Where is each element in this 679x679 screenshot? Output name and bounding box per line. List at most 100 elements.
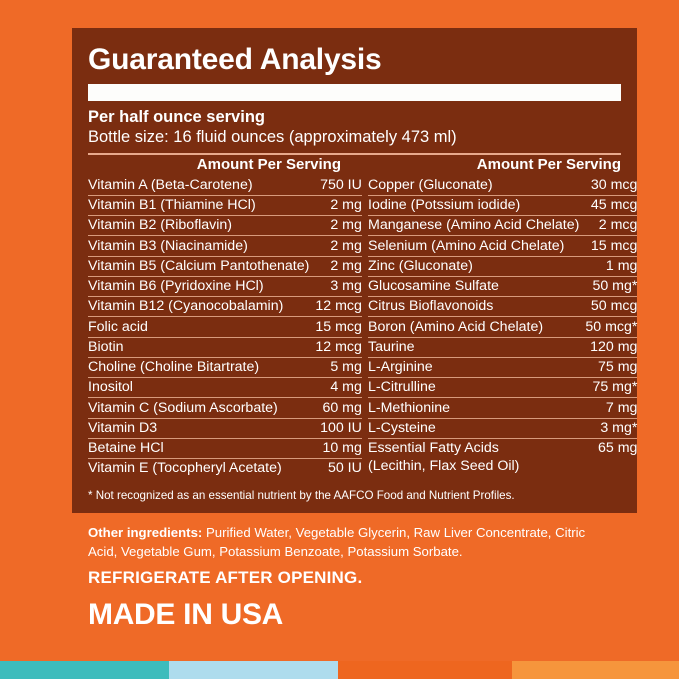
nutrient-table-left: Vitamin A (Beta-Carotene) 750 IU Vitamin B… — [88, 175, 362, 479]
nutrient-name: Betaine HCl — [88, 438, 310, 460]
table-top-rule — [88, 153, 621, 156]
nutrient-name: Biotin — [88, 337, 310, 358]
nutrient-row: Selenium (Amino Acid Chelate) 15 mcg — [368, 235, 638, 257]
nutrient-columns: Amount Per Serving Vitamin A (Beta-Carot… — [88, 155, 638, 478]
nutrient-name: L-Methionine — [368, 397, 580, 419]
nutrient-name: Copper (Gluconate) — [368, 175, 580, 196]
nutrient-amount: 50 mcg — [579, 296, 638, 318]
nutrient-row: Vitamin B5 (Calcium Pantothenate) 2 mg — [88, 256, 362, 277]
nutrient-row: L-Citrulline 75 mg* — [368, 377, 638, 399]
nutrient-amount: 50 mg* — [579, 276, 638, 298]
nutrient-name: Citrus Bioflavonoids — [368, 296, 580, 318]
column-header-left: Amount Per Serving — [196, 156, 341, 174]
nutrient-row: Vitamin B12 (Cyanocobalamin) 12 mcg — [88, 296, 362, 318]
nutrient-name: Vitamin A (Beta-Carotene) — [88, 175, 310, 196]
other-ingredients-text: Purified Water, Vegetable Glycerin, Raw … — [88, 525, 586, 559]
nutrient-row-continuation: (Lecithin, Flax Seed Oil) — [368, 458, 637, 476]
guaranteed-analysis-panel: Guaranteed Analysis Per half ounce servi… — [72, 28, 638, 513]
nutrient-amount: 50 mcg* — [579, 316, 638, 338]
nutrient-row: L-Cysteine 3 mg* — [368, 418, 638, 439]
nutrient-amount: 15 mcg — [309, 316, 362, 338]
nutrient-name: Choline (Choline Bitartrate) — [88, 357, 310, 379]
nutrient-name: Glucosamine Sulfate — [368, 276, 580, 298]
nutrient-amount: 50 IU — [327, 460, 362, 477]
other-ingredients: Other ingredients: Purified Water, Veget… — [88, 524, 608, 561]
nutrient-amount: 3 mg* — [579, 418, 638, 439]
made-in-usa-text: MADE IN USA — [88, 598, 284, 631]
nutrient-amount: 750 IU — [309, 175, 362, 196]
nutrient-row: L-Arginine 75 mg — [368, 357, 638, 379]
title-underbar — [88, 84, 621, 101]
nutrient-row: Iodine (Potssium iodide) 45 mcg — [368, 195, 638, 217]
nutrient-name: Folic acid — [88, 316, 310, 338]
nutrient-amount: 2 mg — [309, 195, 362, 217]
strip-segment-light-blue — [169, 661, 338, 679]
nutrient-row: Zinc (Gluconate) 1 mg — [368, 256, 638, 277]
nutrient-name: Vitamin B1 (Thiamine HCl) — [88, 195, 310, 217]
nutrient-name: Manganese (Amino Acid Chelate) — [368, 215, 580, 237]
nutrient-amount: 2 mg — [309, 256, 362, 277]
nutrient-column-left: Amount Per Serving Vitamin A (Beta-Carot… — [88, 155, 362, 478]
nutrient-amount: 100 IU — [309, 418, 362, 439]
bottle-size-text: Bottle size: 16 fluid ounces (approximat… — [88, 128, 457, 147]
bottom-color-strip — [0, 661, 679, 679]
nutrient-row: Vitamin B2 (Riboflavin) 2 mg — [88, 215, 362, 237]
nutrient-amount: 30 mcg — [579, 175, 638, 196]
nutrient-name: L-Citrulline — [368, 377, 580, 399]
nutrient-row: Folic acid 15 mcg — [88, 316, 362, 338]
nutrient-row: Glucosamine Sulfate 50 mg* — [368, 276, 638, 298]
nutrient-name: Vitamin B2 (Riboflavin) — [88, 215, 310, 237]
nutrient-row: Boron (Amino Acid Chelate) 50 mcg* — [368, 316, 638, 338]
nutrient-name: Vitamin D3 — [88, 418, 310, 439]
nutrient-amount: 65 mg — [597, 440, 638, 456]
nutrient-row: Copper (Gluconate) 30 mcg — [368, 175, 638, 196]
nutrient-row: Betaine HCl 10 mg — [88, 438, 362, 460]
nutrient-row: Choline (Choline Bitartrate) 5 mg — [88, 357, 362, 379]
nutrient-amount: 15 mcg — [579, 235, 638, 257]
nutrient-amount: 2 mg — [309, 215, 362, 237]
nutrient-amount: 4 mg — [309, 377, 362, 399]
nutrient-row: L-Methionine 7 mg — [368, 397, 638, 419]
nutrient-name: Iodine (Potssium iodide) — [368, 195, 580, 217]
nutrient-name: Inositol — [88, 377, 310, 399]
nutrient-name: Vitamin B5 (Calcium Pantothenate) — [88, 256, 310, 277]
nutrient-table-right: Copper (Gluconate) 30 mcg Iodine (Potssium… — [368, 175, 638, 476]
nutrient-amount: 12 mcg — [309, 337, 362, 358]
column-divider — [341, 155, 368, 478]
nutrient-amount: 5 mg — [309, 357, 362, 379]
nutrient-name: Essential Fatty Acids — [368, 440, 499, 456]
nutrient-amount: 10 mg — [309, 438, 362, 460]
footnote-text: * Not recognized as an essential nutrien… — [88, 489, 515, 503]
nutrient-row: Vitamin A (Beta-Carotene) 750 IU — [88, 175, 362, 196]
nutrient-amount: 2 mcg — [579, 215, 638, 237]
refrigerate-notice: REFRIGERATE AFTER OPENING. — [88, 568, 363, 587]
nutrient-amount: 60 mg — [309, 397, 362, 419]
nutrient-name: Vitamin B6 (Pyridoxine HCl) — [88, 276, 310, 298]
nutrient-amount: 75 mg* — [579, 377, 638, 399]
nutrient-row: Taurine 120 mg — [368, 337, 638, 358]
nutrient-name: Selenium (Amino Acid Chelate) — [368, 235, 580, 257]
serving-size-text: Per half ounce serving — [88, 108, 265, 126]
nutrient-name: Taurine — [368, 337, 580, 358]
nutrient-name: L-Arginine — [368, 357, 580, 379]
nutrient-amount: 7 mg — [579, 397, 638, 419]
nutrient-row: Vitamin C (Sodium Ascorbate) 60 mg — [88, 397, 362, 419]
strip-segment-orange — [338, 661, 512, 679]
nutrient-amount: 2 mg — [309, 235, 362, 257]
nutrient-amount: 45 mcg — [579, 195, 638, 217]
nutrient-name: Zinc (Gluconate) — [368, 256, 580, 277]
nutrient-row: Essential Fatty Acids 65 mg — [368, 438, 637, 458]
nutrient-row: Vitamin B1 (Thiamine HCl) 2 mg — [88, 195, 362, 217]
nutrient-continuation-text: (Lecithin, Flax Seed Oil) — [368, 458, 520, 475]
nutrient-amount: 1 mg — [579, 256, 638, 277]
column-header-right: Amount Per Serving — [476, 156, 621, 174]
nutrient-row: Vitamin D3 100 IU — [88, 418, 362, 439]
strip-segment-teal — [0, 661, 169, 679]
page-title: Guaranteed Analysis — [88, 43, 382, 76]
nutrient-column-right: Amount Per Serving Copper (Gluconate) 30 … — [368, 155, 638, 478]
nutrient-amount: 3 mg — [309, 276, 362, 298]
nutrient-row: Vitamin B6 (Pyridoxine HCl) 3 mg — [88, 276, 362, 298]
nutrient-row: Biotin 12 mcg — [88, 337, 362, 358]
other-ingredients-label: Other ingredients: — [88, 525, 203, 540]
